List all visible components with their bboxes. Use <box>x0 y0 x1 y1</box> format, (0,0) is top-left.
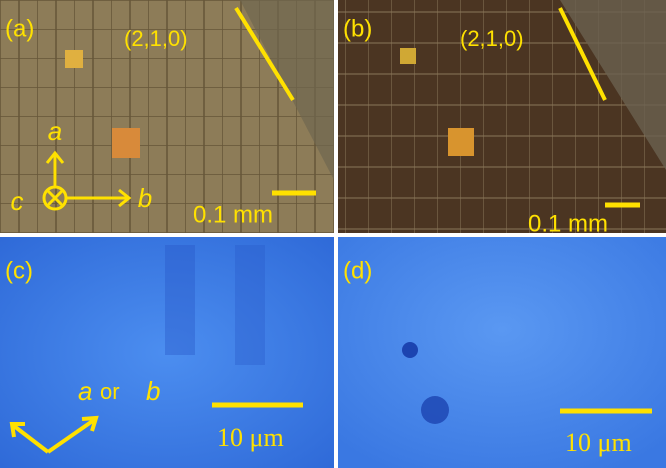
scale-label: 10 μm <box>565 428 632 457</box>
panel-label: (a) <box>5 15 34 42</box>
direction-arrows <box>9 415 99 454</box>
plane-label: (2,1,0) <box>460 26 524 51</box>
crystal <box>448 128 474 156</box>
panel-d: (d) 10 μm <box>338 237 666 468</box>
panel-c: (c) a or b 10 μm <box>0 237 334 468</box>
panel-b: (b) (2,1,0) 0.1 mm <box>338 0 666 237</box>
micrograph <box>338 237 666 468</box>
scale-label: 0.1 mm <box>528 210 608 237</box>
panel-a: (a) (2,1,0) a b c 0.1 mm <box>0 0 334 233</box>
panel-label: (c) <box>5 257 33 284</box>
region <box>560 0 666 170</box>
direction-label: a <box>78 376 92 406</box>
axis-c-cross <box>45 188 65 208</box>
crystal <box>112 128 140 158</box>
texture <box>235 245 265 365</box>
direction-label: or <box>100 379 120 404</box>
micrograph <box>0 237 334 468</box>
defect <box>402 342 418 358</box>
crystal <box>65 50 83 68</box>
direction-label: b <box>146 376 160 406</box>
axis-label: c <box>11 186 24 216</box>
axis-label: a <box>48 116 62 146</box>
scale-label: 10 μm <box>217 423 284 452</box>
axis-a-arrow <box>45 150 65 187</box>
axis-b-arrow <box>66 188 132 208</box>
panel-label: (d) <box>343 257 372 284</box>
panel-label: (b) <box>343 15 372 42</box>
plane-label: (2,1,0) <box>124 26 188 51</box>
defect <box>421 396 449 424</box>
plane-line <box>234 6 295 102</box>
axis-label: b <box>138 183 152 213</box>
scale-label: 0.1 mm <box>193 201 273 228</box>
crystal <box>400 48 416 64</box>
plane-line <box>558 7 607 101</box>
texture <box>165 245 195 355</box>
